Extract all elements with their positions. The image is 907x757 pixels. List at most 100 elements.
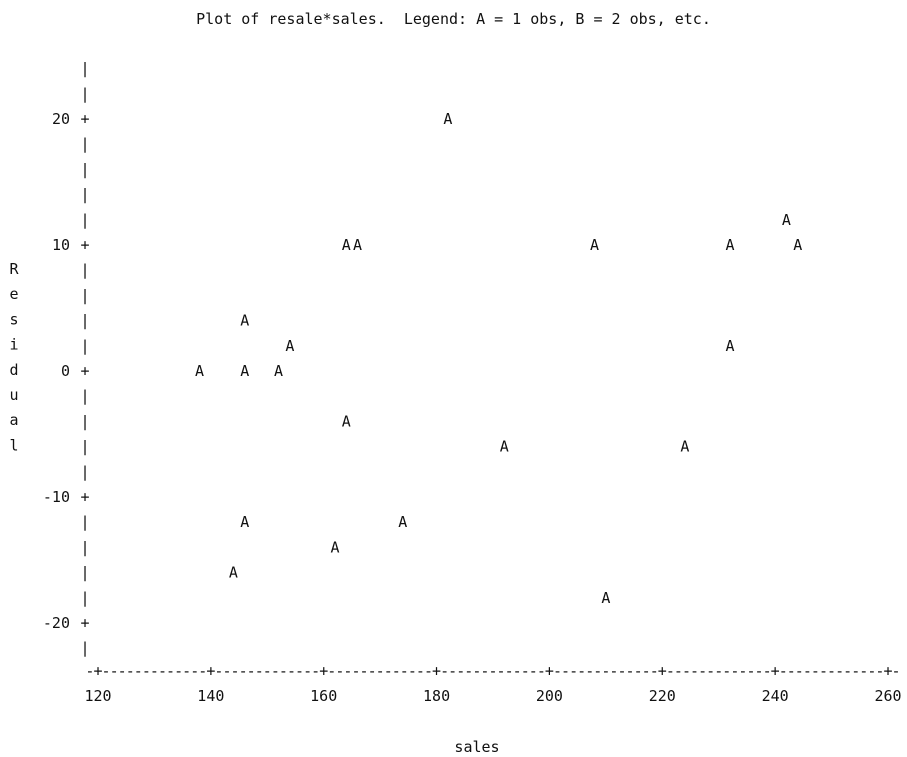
- x-axis-segment: -: [795, 662, 804, 680]
- y-axis-tick: +: [80, 110, 89, 128]
- x-axis-segment: -: [85, 662, 94, 680]
- x-axis-segment: -: [529, 662, 538, 680]
- y-axis-segment: |: [80, 387, 89, 405]
- x-axis-segment: -: [384, 662, 393, 680]
- x-axis-segment: -: [392, 662, 401, 680]
- x-axis-segment: -: [335, 662, 344, 680]
- y-tick-label: -20: [43, 614, 70, 632]
- data-point: A: [398, 513, 407, 531]
- x-axis-segment: -: [102, 662, 111, 680]
- x-axis-segment: -: [617, 662, 626, 680]
- x-axis-segment: -: [126, 662, 135, 680]
- data-point: A: [500, 438, 509, 456]
- x-axis-segment: -: [827, 662, 836, 680]
- x-axis-segment: -: [303, 662, 312, 680]
- y-tick-label: 10: [52, 236, 70, 254]
- data-point: A: [285, 337, 294, 355]
- x-axis-segment: -: [859, 662, 868, 680]
- data-point: A: [725, 337, 734, 355]
- x-axis-segment: -: [295, 662, 304, 680]
- x-axis-segment: -: [577, 662, 586, 680]
- x-axis-segment: -: [488, 662, 497, 680]
- x-axis-segment: -: [738, 662, 747, 680]
- x-axis-segment: -: [513, 662, 522, 680]
- y-axis-segment: |: [80, 639, 89, 657]
- x-axis-segment: -: [521, 662, 530, 680]
- y-tick-label: -10: [43, 488, 70, 506]
- y-axis-label-letter: a: [9, 411, 18, 429]
- x-axis-segment: -: [892, 662, 901, 680]
- x-axis-tick: +: [545, 662, 554, 680]
- x-tick-label: 180: [423, 687, 450, 705]
- x-axis-segment: -: [803, 662, 812, 680]
- y-axis-segment: |: [80, 337, 89, 355]
- x-axis-segment: -: [142, 662, 151, 680]
- y-axis-segment: |: [80, 160, 89, 178]
- y-axis-segment: |: [80, 312, 89, 330]
- x-axis-segment: -: [351, 662, 360, 680]
- x-axis-segment: -: [311, 662, 320, 680]
- x-axis-segment: -: [666, 662, 675, 680]
- x-axis-segment: -: [134, 662, 143, 680]
- y-axis-segment: |: [80, 438, 89, 456]
- x-axis-segment: -: [343, 662, 352, 680]
- x-axis-segment: -: [585, 662, 594, 680]
- x-axis-segment: -: [811, 662, 820, 680]
- x-axis-segment: -: [416, 662, 425, 680]
- x-axis-segment: -: [376, 662, 385, 680]
- y-axis-segment: |: [80, 538, 89, 556]
- y-axis-segment: |: [80, 135, 89, 153]
- x-axis-segment: -: [835, 662, 844, 680]
- x-axis-segment: -: [190, 662, 199, 680]
- y-axis-segment: |: [80, 412, 89, 430]
- x-axis-segment: -: [763, 662, 772, 680]
- x-axis-segment: -: [279, 662, 288, 680]
- x-axis-segment: -: [722, 662, 731, 680]
- x-axis-segment: -: [642, 662, 651, 680]
- x-axis-segment: -: [851, 662, 860, 680]
- x-axis-segment: -: [674, 662, 683, 680]
- y-axis-label-letter: d: [9, 361, 18, 379]
- x-axis-tick: +: [93, 662, 102, 680]
- x-axis-segment: -: [464, 662, 473, 680]
- data-point: A: [680, 438, 689, 456]
- x-axis-segment: -: [472, 662, 481, 680]
- y-axis-label-letter: R: [9, 260, 19, 278]
- x-axis-segment: -: [360, 662, 369, 680]
- x-tick-label: 140: [197, 687, 224, 705]
- y-axis-segment: |: [80, 513, 89, 531]
- x-axis-segment: -: [400, 662, 409, 680]
- data-point: A: [793, 236, 802, 254]
- x-axis-segment: -: [110, 662, 119, 680]
- x-axis-segment: -: [755, 662, 764, 680]
- x-axis-segment: -: [706, 662, 715, 680]
- x-axis-segment: -: [368, 662, 377, 680]
- x-axis-tick: +: [206, 662, 215, 680]
- data-point: A: [353, 236, 362, 254]
- x-axis-segment: -: [867, 662, 876, 680]
- y-axis-tick: +: [80, 614, 89, 632]
- y-axis-segment: |: [80, 85, 89, 103]
- x-axis-segment: -: [222, 662, 231, 680]
- x-axis-segment: -: [231, 662, 240, 680]
- x-axis-segment: -: [271, 662, 280, 680]
- y-axis-segment: |: [80, 589, 89, 607]
- x-axis-segment: -: [150, 662, 159, 680]
- x-axis-segment: -: [158, 662, 167, 680]
- x-axis-segment: -: [198, 662, 207, 680]
- data-point: A: [443, 110, 452, 128]
- x-axis-segment: -: [561, 662, 570, 680]
- chart-title: Plot of resale*sales. Legend: A = 1 obs,…: [196, 10, 711, 28]
- x-tick-label: 260: [874, 687, 901, 705]
- x-tick-label: 120: [84, 687, 111, 705]
- data-point: A: [590, 236, 599, 254]
- x-axis-segment: -: [634, 662, 643, 680]
- x-axis-segment: -: [609, 662, 618, 680]
- x-tick-label: 160: [310, 687, 337, 705]
- x-axis-segment: -: [214, 662, 223, 680]
- x-axis-segment: -: [682, 662, 691, 680]
- x-axis-tick: +: [883, 662, 892, 680]
- x-axis-tick: +: [319, 662, 328, 680]
- x-axis-segment: -: [569, 662, 578, 680]
